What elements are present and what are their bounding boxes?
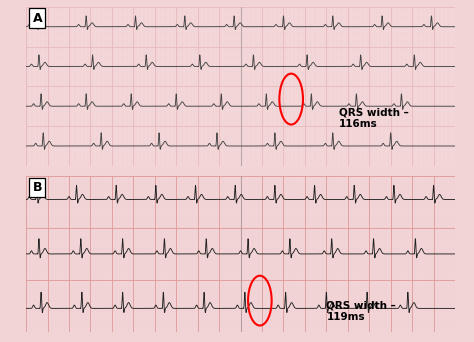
Text: A: A: [33, 12, 42, 25]
Text: B: B: [33, 181, 42, 194]
Text: QRS width –
116ms: QRS width – 116ms: [339, 107, 409, 129]
Text: QRS width –
119ms: QRS width – 119ms: [326, 301, 396, 322]
